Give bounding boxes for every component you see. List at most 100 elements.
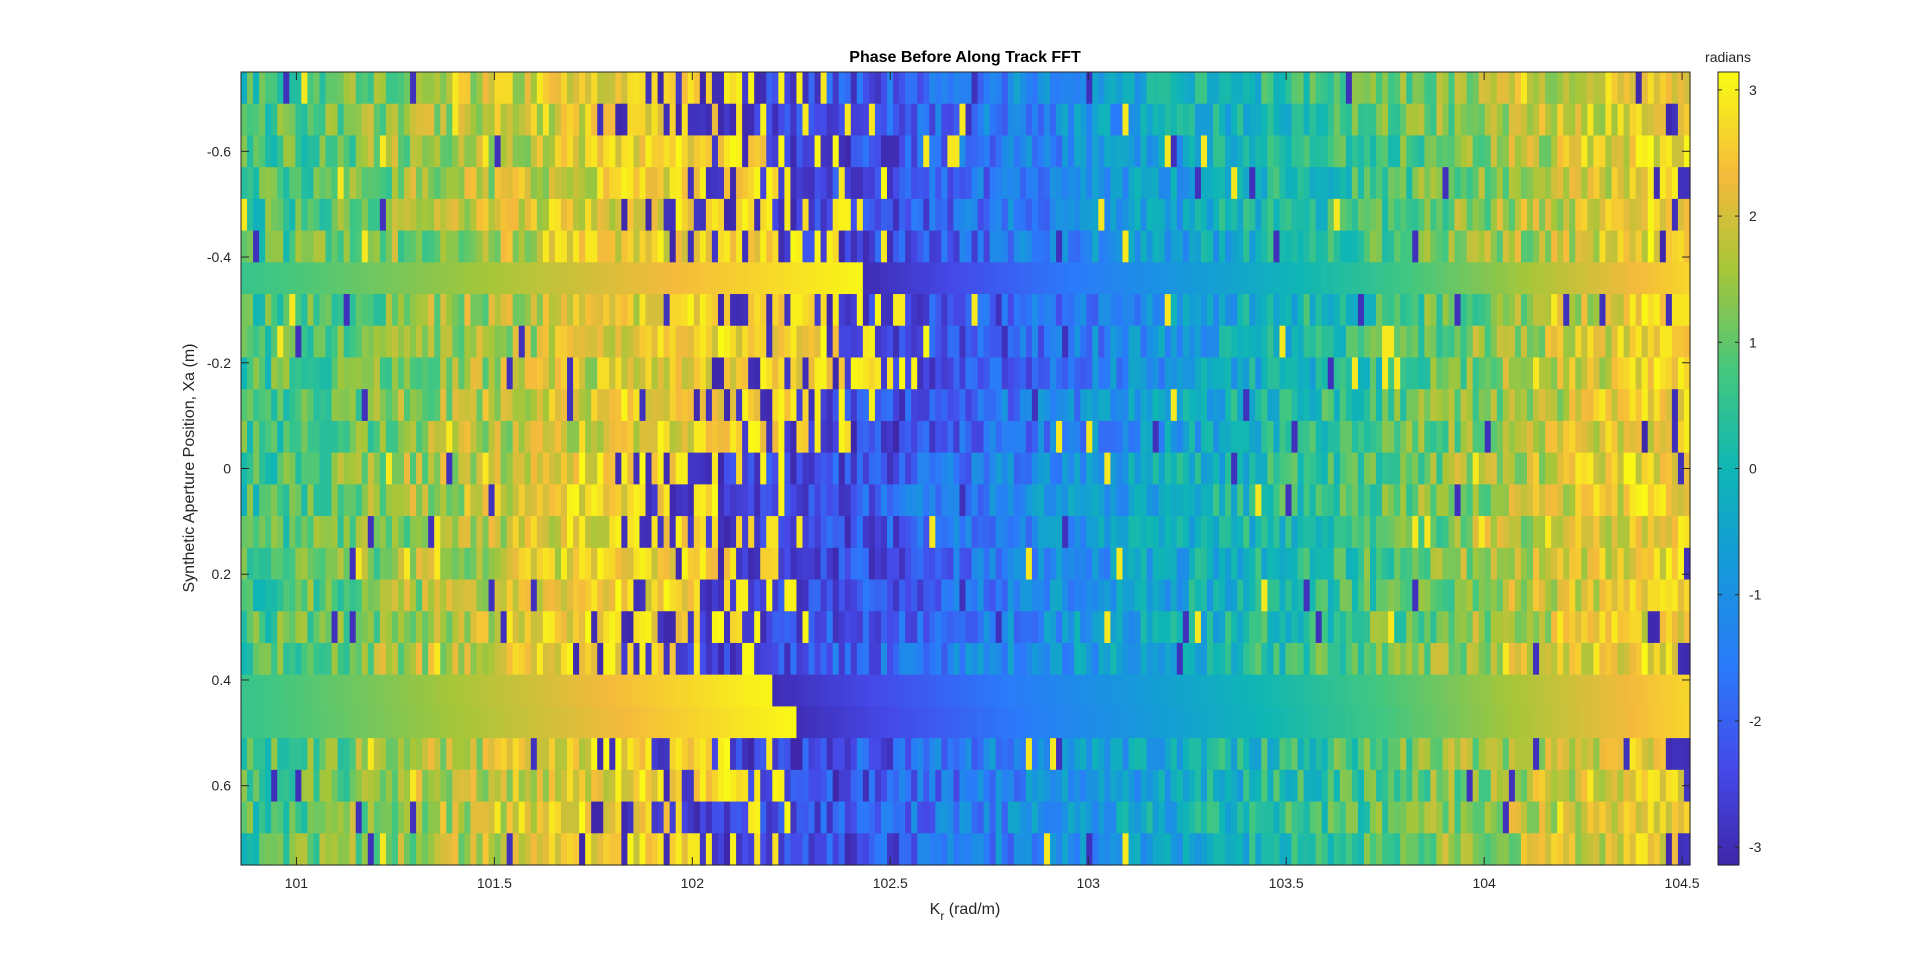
heatmap-cell: [385, 230, 393, 263]
heatmap-cell: [1231, 484, 1238, 517]
heatmap-cell: [1659, 294, 1667, 327]
heatmap-cell: [410, 103, 417, 137]
heatmap-cell: [1267, 294, 1275, 327]
heatmap-cell: [1581, 230, 1588, 263]
heatmap-cell: [899, 103, 906, 137]
heatmap-cell: [1659, 642, 1667, 676]
heatmap-cell: [289, 103, 296, 137]
heatmap-cell: [476, 72, 484, 105]
heatmap-cell: [1641, 452, 1649, 485]
heatmap-cell: [283, 72, 290, 105]
heatmap-cell: [1285, 325, 1293, 359]
heatmap-cell: [1170, 516, 1178, 549]
heatmap-cell: [633, 642, 641, 676]
heatmap-cell: [1370, 547, 1377, 581]
heatmap-cell: [488, 389, 496, 422]
heatmap-cell: [1539, 294, 1546, 327]
heatmap-cell: [573, 262, 580, 295]
heatmap-cell: [579, 420, 586, 454]
heatmap-cell: [1508, 389, 1516, 422]
heatmap-cell: [1502, 452, 1510, 485]
heatmap-cell: [1098, 72, 1105, 105]
heatmap-plot: [241, 72, 1691, 866]
heatmap-cell: [639, 230, 647, 263]
heatmap-cell: [1050, 262, 1057, 295]
heatmap-cell: [1339, 452, 1347, 485]
heatmap-cell: [1074, 642, 1081, 676]
heatmap-cell: [1490, 294, 1498, 327]
heatmap-cell: [1273, 325, 1281, 359]
heatmap-cell: [1146, 325, 1154, 359]
heatmap-cell: [1134, 579, 1142, 612]
heatmap-cell: [1611, 230, 1619, 263]
heatmap-cell: [893, 230, 900, 263]
heatmap-cell: [1448, 103, 1456, 137]
heatmap-cell: [699, 579, 707, 612]
heatmap-cell: [1551, 230, 1558, 263]
heatmap-cell: [579, 230, 586, 263]
heatmap-cell: [259, 642, 266, 676]
heatmap-cell: [1050, 357, 1057, 390]
heatmap-cell: [464, 706, 472, 739]
heatmap-cell: [361, 547, 369, 581]
heatmap-cell: [1484, 198, 1492, 232]
heatmap-cell: [476, 389, 484, 422]
heatmap-cell: [1563, 516, 1570, 549]
heatmap-cell: [887, 706, 894, 739]
heatmap-cell: [591, 198, 598, 232]
heatmap-cell: [470, 452, 478, 485]
heatmap-cell: [373, 198, 381, 232]
heatmap-cell: [687, 103, 695, 137]
heatmap-cell: [1569, 357, 1576, 390]
heatmap-cell: [965, 294, 973, 327]
heatmap-cell: [367, 516, 375, 549]
heatmap-cell: [265, 325, 272, 359]
heatmap-cell: [1484, 674, 1492, 707]
heatmap-cell: [893, 452, 900, 485]
heatmap-cell: [663, 262, 671, 295]
heatmap-cell: [1677, 579, 1685, 612]
heatmap-cell: [1460, 516, 1468, 549]
heatmap-cell: [397, 516, 405, 549]
heatmap-cell: [1050, 452, 1057, 485]
heatmap-cell: [1037, 706, 1045, 739]
heatmap-cell: [899, 642, 906, 676]
heatmap-cell: [1164, 357, 1172, 390]
heatmap-cell: [440, 262, 447, 295]
heatmap-cell: [1092, 420, 1099, 454]
heatmap-cell: [766, 135, 773, 168]
heatmap-cell: [1062, 230, 1069, 263]
heatmap-cell: [1478, 167, 1486, 200]
heatmap-cell: [1357, 262, 1365, 295]
heatmap-cell: [530, 198, 538, 232]
heatmap-cell: [1412, 198, 1419, 232]
heatmap-cell: [856, 611, 864, 644]
heatmap-cell: [1599, 516, 1607, 549]
heatmap-cell: [681, 389, 689, 422]
heatmap-cell: [856, 484, 864, 517]
heatmap-cell: [1539, 642, 1546, 676]
heatmap-cell: [1146, 642, 1154, 676]
heatmap-cell: [1068, 262, 1075, 295]
heatmap-cell: [1086, 706, 1093, 739]
heatmap-cell: [579, 198, 586, 232]
heatmap-cell: [1333, 420, 1341, 454]
heatmap-cell: [1309, 325, 1317, 359]
heatmap-cell: [899, 72, 906, 105]
heatmap-cell: [1611, 547, 1619, 581]
heatmap-cell: [591, 611, 598, 644]
heatmap-cell: [295, 452, 302, 485]
heatmap-cell: [506, 325, 514, 359]
heatmap-cell: [844, 547, 852, 581]
heatmap-cell: [1025, 579, 1033, 612]
heatmap-cell: [1635, 642, 1643, 676]
heatmap-cell: [856, 294, 864, 327]
heatmap-cell: [1526, 516, 1534, 549]
heatmap-cell: [1140, 167, 1148, 200]
heatmap-cell: [1249, 484, 1256, 517]
heatmap-cell: [1436, 72, 1444, 105]
heatmap-cell: [343, 389, 351, 422]
heatmap-cell: [748, 72, 755, 105]
heatmap-cell: [1653, 294, 1661, 327]
heatmap-cell: [1261, 420, 1268, 454]
